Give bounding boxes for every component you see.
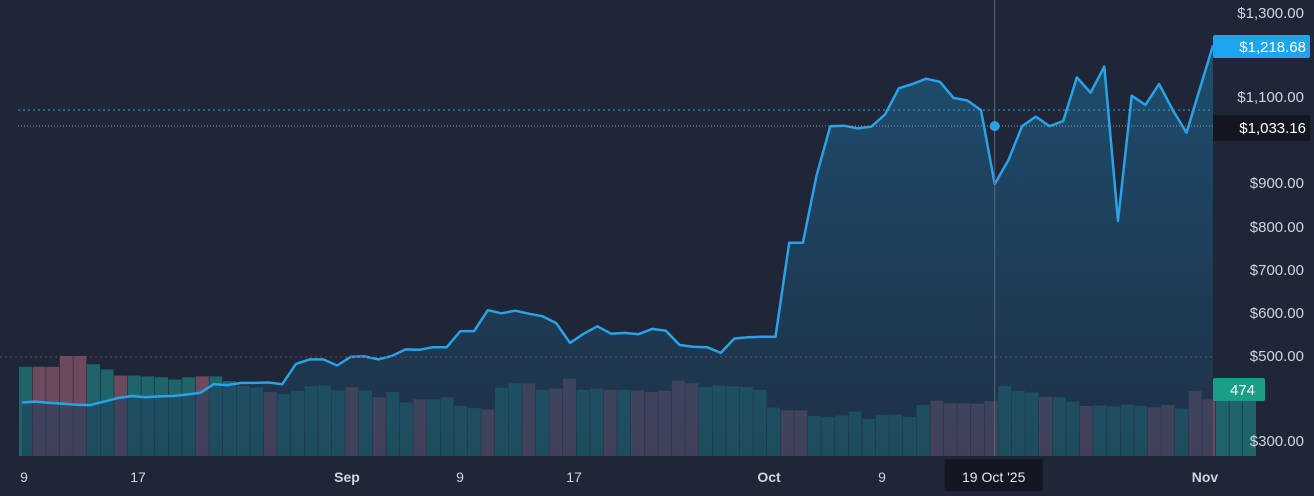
volume-bar xyxy=(1229,388,1243,456)
time-tick-label: 9 xyxy=(878,469,886,485)
time-tick-label: Sep xyxy=(334,469,360,485)
crosshair-price-label: $1,033.16 xyxy=(1239,120,1306,137)
price-area-fill xyxy=(22,45,1213,457)
reference-lines xyxy=(0,109,1213,358)
last-price-badge xyxy=(1213,35,1310,58)
time-tick-label: Oct xyxy=(757,469,781,485)
axis-badges: $1,218.68 $1,033.16 474 xyxy=(1213,35,1310,401)
price-tick-label: $800.00 xyxy=(1250,219,1304,236)
time-tick-label: 9 xyxy=(456,469,464,485)
volume-bar xyxy=(1243,386,1256,456)
crosshair-date-label: 19 Oct '25 xyxy=(962,469,1026,485)
price-axis: $1,300.00 $1,100.00 $900.00 $800.00 $700.00 $… xyxy=(1237,5,1304,450)
time-tick-label: 17 xyxy=(130,469,146,485)
price-tick-label: $300.00 xyxy=(1250,433,1304,450)
volume-bar xyxy=(1215,391,1229,456)
crosshair-price-badge xyxy=(1213,115,1310,141)
price-tick-label: $700.00 xyxy=(1250,262,1304,279)
price-tick-label: $500.00 xyxy=(1250,348,1304,365)
price-line xyxy=(21,45,1215,407)
volume-label: 474 xyxy=(1230,382,1255,399)
price-area xyxy=(21,45,1215,457)
volume-badge xyxy=(1213,378,1265,401)
time-tick-label: Nov xyxy=(1192,469,1219,485)
crosshair-point xyxy=(989,121,1000,132)
price-tick-label: $1,100.00 xyxy=(1237,89,1304,106)
time-tick-label: 17 xyxy=(566,469,582,485)
time-tick-label: 9 xyxy=(20,469,28,485)
price-tick-label: $600.00 xyxy=(1250,305,1304,322)
price-tick-label: $900.00 xyxy=(1250,175,1304,192)
price-tick-label: $1,300.00 xyxy=(1237,5,1304,22)
crosshair xyxy=(989,0,1000,456)
last-price-label: $1,218.68 xyxy=(1239,39,1306,56)
crosshair-date-badge xyxy=(944,459,1043,491)
time-axis: 9 17 Sep 9 17 Oct 9 Nov 19 Oct '25 xyxy=(20,459,1218,491)
